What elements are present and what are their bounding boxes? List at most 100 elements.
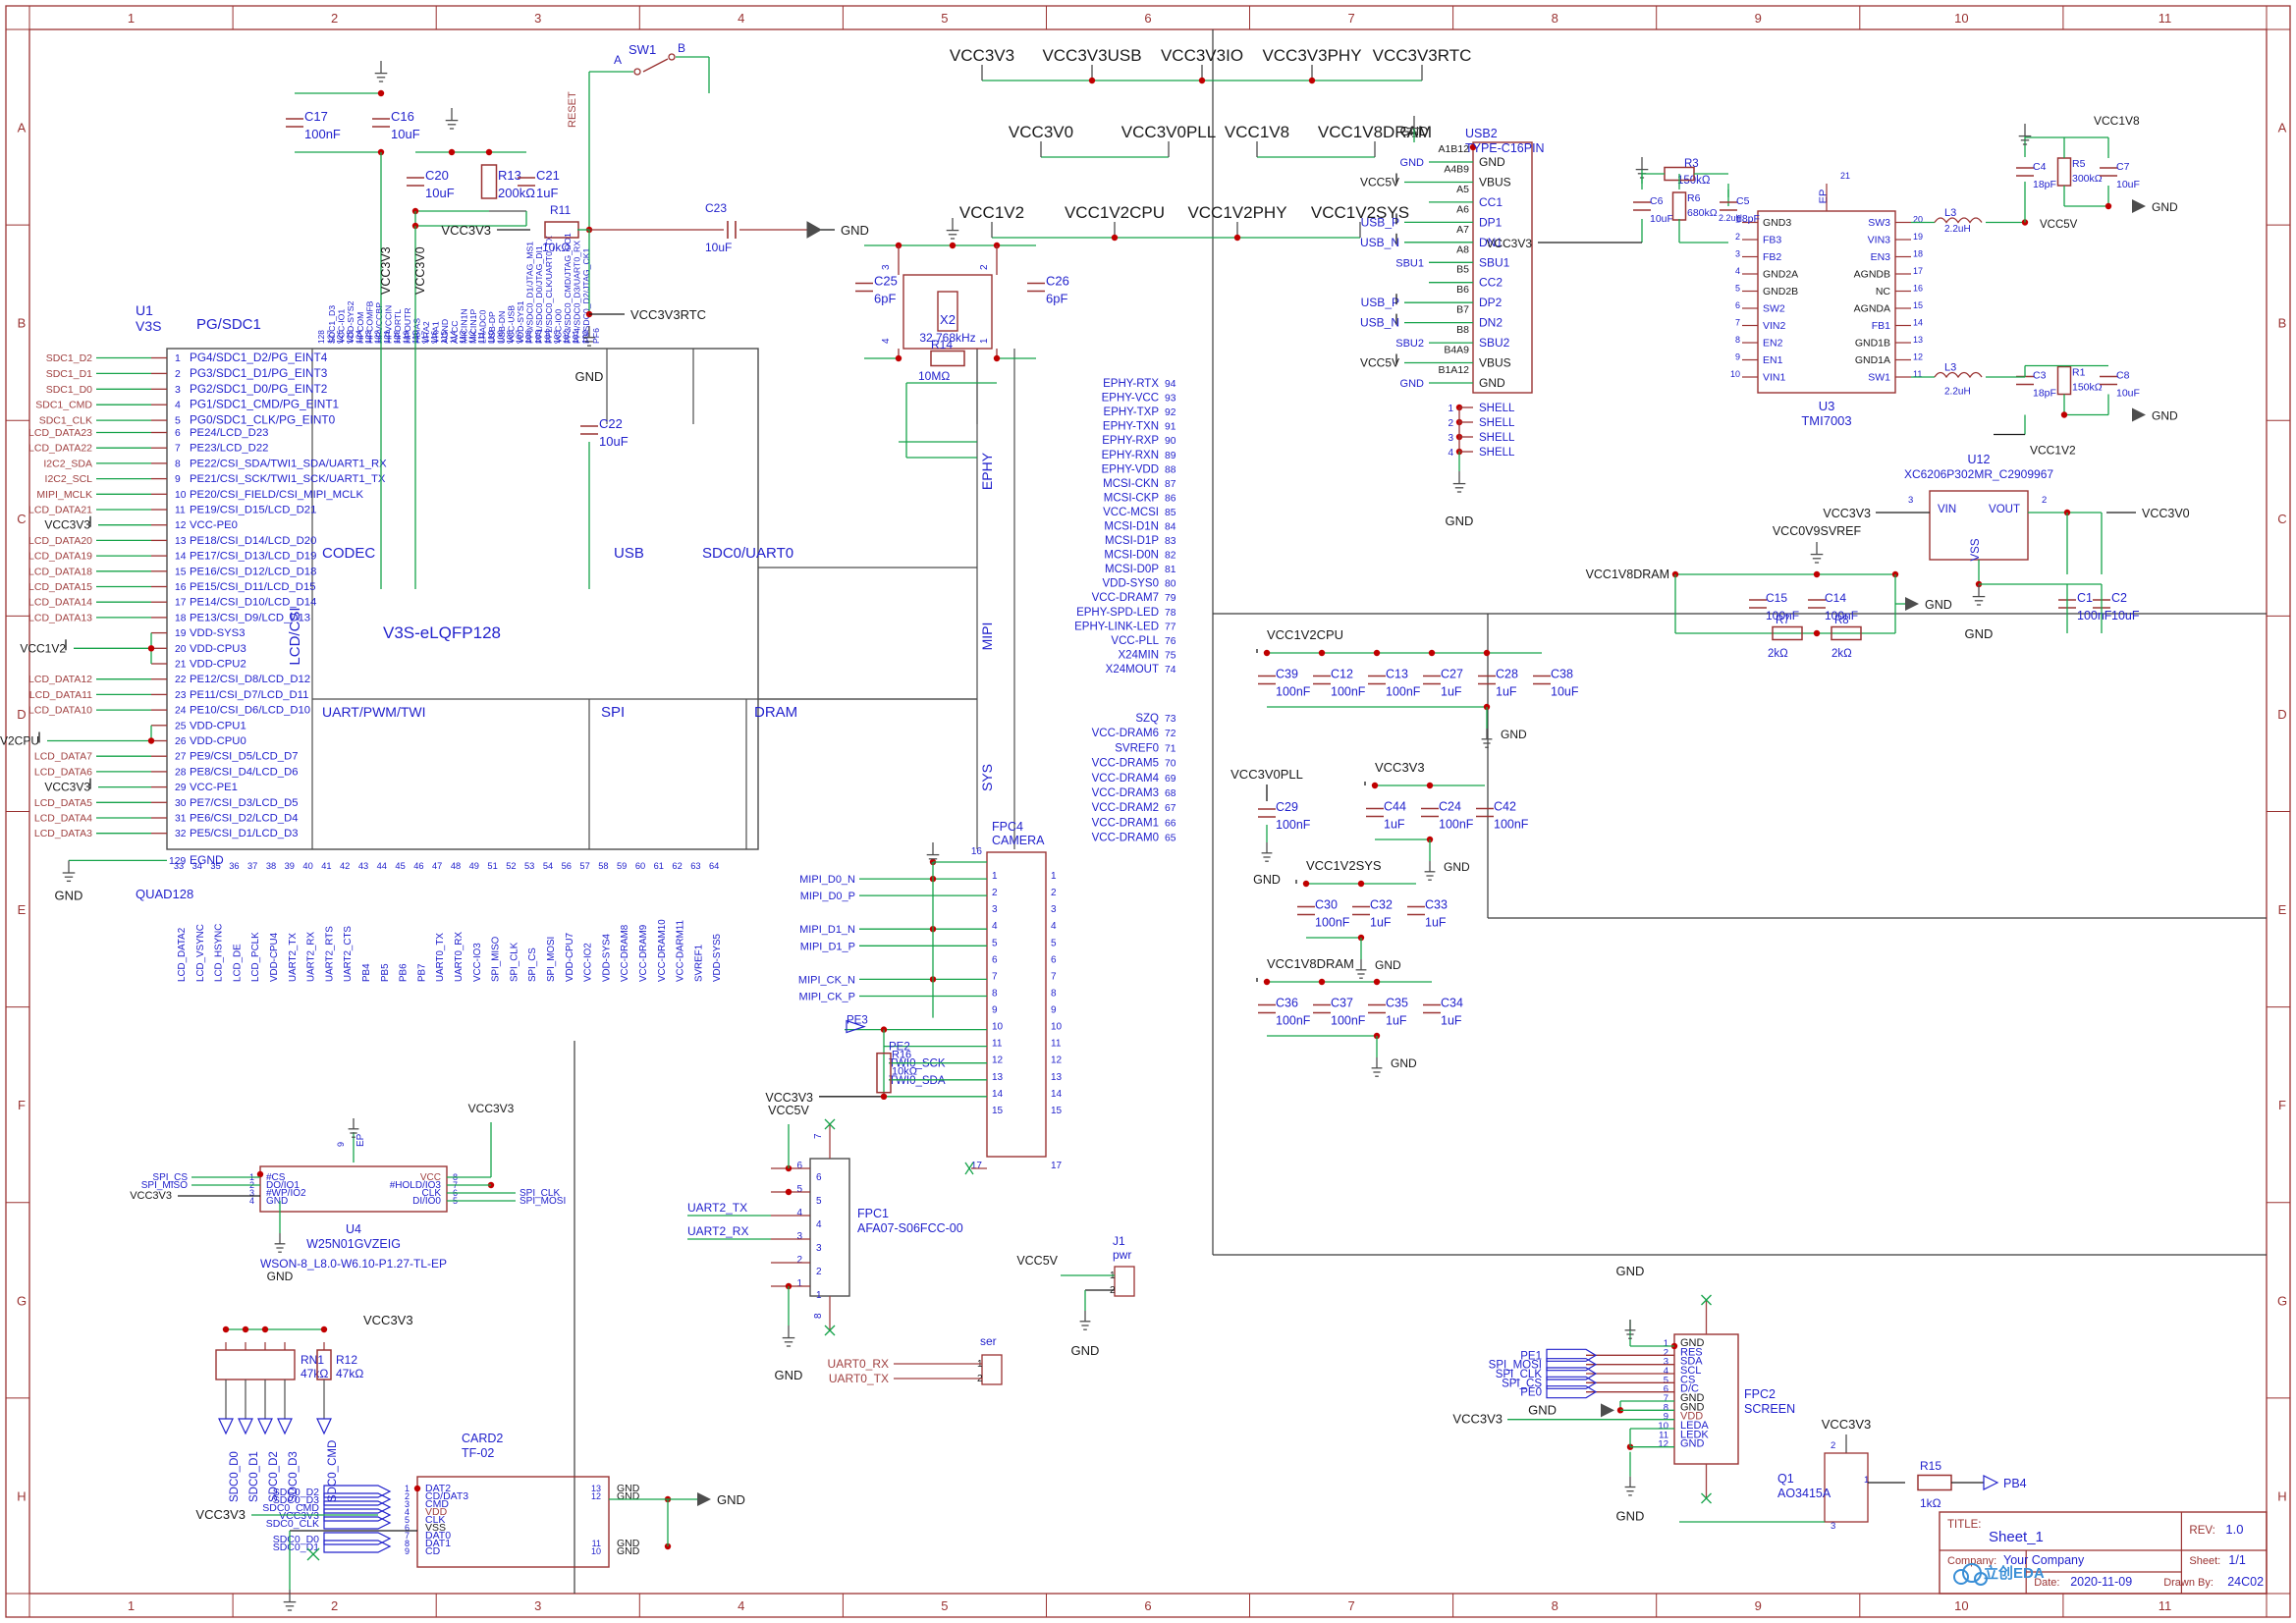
svg-text:VCC1V2PHY: VCC1V2PHY <box>1187 203 1286 222</box>
svg-text:24C02: 24C02 <box>2227 1575 2264 1589</box>
svg-text:EPHY: EPHY <box>979 452 995 490</box>
svg-text:C25: C25 <box>874 274 898 289</box>
svg-text:LCD_DATA21: LCD_DATA21 <box>28 505 92 516</box>
svg-text:11: 11 <box>2159 1598 2172 1613</box>
svg-text:PB4: PB4 <box>2003 1477 2027 1490</box>
svg-text:CARD2: CARD2 <box>462 1432 503 1445</box>
svg-text:GND: GND <box>1391 1056 1417 1070</box>
svg-text:VCC3V3: VCC3V3 <box>1823 507 1871 520</box>
svg-text:47kΩ: 47kΩ <box>336 1367 363 1380</box>
svg-text:10uF: 10uF <box>2116 179 2140 190</box>
svg-text:10uF: 10uF <box>599 434 629 449</box>
svg-text:VDD-SYS5: VDD-SYS5 <box>712 933 723 982</box>
svg-text:USB_N: USB_N <box>1360 316 1399 330</box>
svg-text:TF-02: TF-02 <box>462 1446 494 1460</box>
svg-text:C38: C38 <box>1551 668 1573 681</box>
svg-text:GND3: GND3 <box>1763 217 1791 229</box>
svg-text:PE13/CSI_D9/LCD_D13: PE13/CSI_D9/LCD_D13 <box>190 612 310 623</box>
svg-text:GND1B: GND1B <box>1855 338 1890 350</box>
svg-text:VCC-DRAM1: VCC-DRAM1 <box>1092 817 1159 829</box>
svg-text:128: 128 <box>316 330 326 344</box>
svg-text:11: 11 <box>175 506 186 516</box>
svg-text:UART0_RX: UART0_RX <box>454 932 465 982</box>
svg-text:SVREF0: SVREF0 <box>1115 742 1159 754</box>
svg-text:VCC1V2CPU: VCC1V2CPU <box>0 734 39 748</box>
svg-text:PE17/CSI_D13/LCD_D19: PE17/CSI_D13/LCD_D19 <box>190 551 316 563</box>
svg-text:GND: GND <box>1400 378 1425 390</box>
svg-text:EP: EP <box>355 1133 366 1147</box>
svg-text:116: 116 <box>429 330 439 344</box>
svg-text:4: 4 <box>738 11 744 26</box>
svg-text:VIN1: VIN1 <box>1763 372 1786 384</box>
svg-text:8: 8 <box>1051 989 1057 1000</box>
svg-text:VCC3V0: VCC3V0 <box>1009 123 1073 141</box>
svg-text:V3S: V3S <box>136 318 161 334</box>
svg-text:103: 103 <box>552 330 562 344</box>
svg-text:VCC-PE1: VCC-PE1 <box>190 782 238 793</box>
svg-text:B6: B6 <box>1456 284 1469 296</box>
svg-text:VCC3V3: VCC3V3 <box>441 223 491 238</box>
svg-text:UART2_CTS: UART2_CTS <box>343 926 354 982</box>
svg-text:63: 63 <box>690 861 700 871</box>
svg-text:36: 36 <box>229 861 239 871</box>
svg-text:LCD_DATA12: LCD_DATA12 <box>28 674 92 685</box>
svg-text:MIPI_D0_N: MIPI_D0_N <box>799 874 855 886</box>
svg-text:B5: B5 <box>1456 264 1469 276</box>
svg-text:27: 27 <box>175 752 187 763</box>
svg-text:1: 1 <box>1864 1475 1869 1486</box>
svg-text:LCD_DATA3: LCD_DATA3 <box>34 828 92 839</box>
svg-text:SDC1_D2: SDC1_D2 <box>46 352 92 364</box>
svg-text:SHELL: SHELL <box>1479 403 1515 414</box>
svg-text:8: 8 <box>813 1313 824 1319</box>
svg-text:SPI_CLK: SPI_CLK <box>509 942 519 982</box>
svg-text:PF4/SDC0_D3/UART0_RX: PF4/SDC0_D3/UART0_RX <box>573 241 582 344</box>
svg-text:6: 6 <box>992 954 998 965</box>
svg-text:10: 10 <box>1954 1598 1968 1613</box>
svg-text:2: 2 <box>2042 495 2047 506</box>
svg-text:UART2_TX: UART2_TX <box>288 933 299 982</box>
svg-text:1: 1 <box>175 352 181 364</box>
svg-text:4: 4 <box>738 1598 744 1613</box>
svg-text:VCC3V3: VCC3V3 <box>44 781 90 794</box>
svg-text:60: 60 <box>635 861 645 871</box>
svg-text:2kΩ: 2kΩ <box>1831 648 1852 660</box>
svg-text:GND: GND <box>267 1270 294 1283</box>
svg-text:83: 83 <box>1165 536 1176 547</box>
svg-text:H: H <box>2277 1488 2286 1503</box>
svg-text:92: 92 <box>1165 407 1176 418</box>
svg-text:GND: GND <box>2152 200 2178 214</box>
svg-text:U12: U12 <box>1968 453 1991 466</box>
svg-text:B: B <box>678 41 685 55</box>
svg-text:MIPI_MCLK: MIPI_MCLK <box>36 489 92 501</box>
svg-text:59: 59 <box>617 861 627 871</box>
svg-text:EN3: EN3 <box>1871 251 1891 263</box>
svg-text:USB2: USB2 <box>1465 127 1498 140</box>
svg-text:10uF: 10uF <box>705 241 732 254</box>
svg-text:SPI_MOSI: SPI_MOSI <box>546 937 557 982</box>
svg-text:RN1: RN1 <box>301 1353 324 1367</box>
svg-text:38: 38 <box>266 861 276 871</box>
svg-text:PF1/SDC0_D0/JTAG_DI1: PF1/SDC0_D0/JTAG_DI1 <box>534 245 544 344</box>
svg-text:110: 110 <box>486 330 496 344</box>
svg-text:TITLE:: TITLE: <box>1947 1519 1982 1531</box>
svg-text:3: 3 <box>1831 1521 1835 1532</box>
svg-text:90: 90 <box>1165 436 1176 447</box>
svg-text:VSS: VSS <box>1970 538 1982 561</box>
svg-text:C27: C27 <box>1441 668 1463 681</box>
svg-text:A1B12: A1B12 <box>1438 143 1469 155</box>
svg-text:29: 29 <box>175 783 187 793</box>
svg-text:65: 65 <box>1165 834 1176 844</box>
svg-text:SDC0_D0: SDC0_D0 <box>229 1451 241 1502</box>
svg-text:3: 3 <box>796 1231 802 1242</box>
svg-text:VCC-DRAM9: VCC-DRAM9 <box>638 925 649 982</box>
svg-text:66: 66 <box>1165 818 1176 829</box>
svg-text:SW2: SW2 <box>1763 303 1785 315</box>
svg-text:42: 42 <box>340 861 350 871</box>
svg-text:100nF: 100nF <box>1494 818 1529 832</box>
svg-text:VCC-DRAM5: VCC-DRAM5 <box>1092 758 1159 770</box>
svg-text:35: 35 <box>210 861 220 871</box>
svg-text:12: 12 <box>1658 1439 1668 1450</box>
svg-text:GND: GND <box>266 1196 288 1207</box>
svg-text:VCC-PLL: VCC-PLL <box>1111 635 1159 647</box>
svg-text:TYPE-C16PIN: TYPE-C16PIN <box>1465 141 1545 155</box>
